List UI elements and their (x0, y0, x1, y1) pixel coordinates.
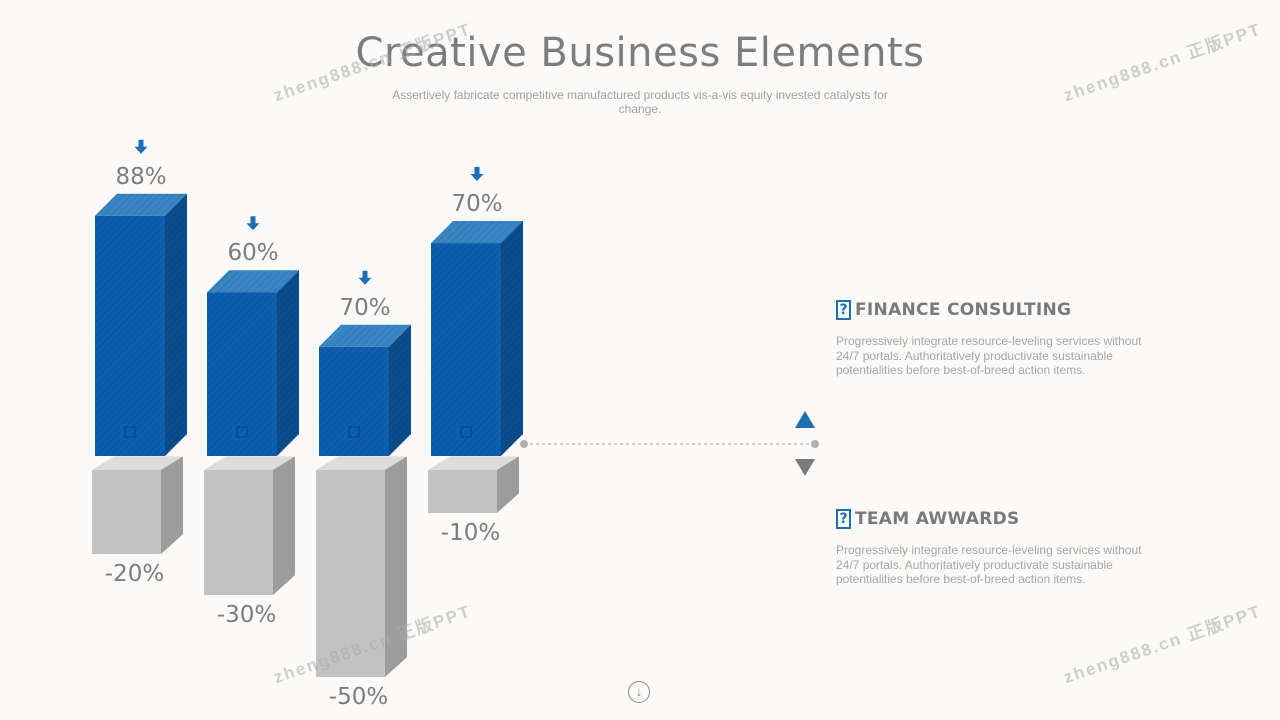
positive-value-label: 70% (339, 295, 390, 321)
negative-value-label: -50% (329, 684, 388, 710)
team-awards-block: ? TEAM AWWARDS Progressively integrate r… (836, 509, 1156, 587)
arrow-down-icon (134, 139, 148, 154)
finance-consulting-block: ? FINANCE CONSULTING Progressively integ… (836, 300, 1156, 378)
connector-line (520, 440, 819, 448)
negative-bar-side (273, 456, 295, 595)
positive-value-label: 88% (115, 164, 166, 190)
bar-square-icon (460, 426, 472, 438)
positive-bar-top-texture (431, 221, 523, 244)
page-title: Creative Business Elements (355, 30, 925, 76)
arrow-down-icon (470, 167, 484, 182)
negative-value-label: -10% (441, 520, 500, 546)
question-icon: ? (836, 509, 851, 529)
negative-bar-top (428, 456, 519, 470)
question-icon: ? (836, 300, 851, 320)
positive-bar-texture (319, 346, 389, 456)
arrow-down-icon (246, 216, 260, 231)
positive-bar-side-texture (277, 270, 299, 456)
positive-bar-side-texture (389, 324, 411, 456)
negative-bar-side (497, 456, 519, 513)
arrow-down-icon (358, 270, 372, 285)
negative-bar-side (385, 456, 407, 677)
positive-value-label: 60% (227, 240, 278, 266)
triangle-down-icon (795, 459, 815, 476)
negative-bar-top (316, 456, 407, 470)
positive-bar-texture (431, 243, 501, 456)
negative-value-label: -20% (105, 561, 164, 587)
negative-bar (316, 470, 385, 677)
negative-bar (92, 470, 161, 554)
positive-bar-side-texture (501, 221, 523, 456)
positive-bar-texture (95, 215, 165, 456)
positive-bar-top-texture (95, 193, 187, 216)
team-awards-title: TEAM AWWARDS (855, 509, 1020, 529)
negative-bar-top (204, 456, 295, 470)
positive-value-label: 70% (451, 191, 502, 217)
negative-value-label: -30% (217, 602, 276, 628)
negative-bar-top (92, 456, 183, 470)
page-subtitle: Assertively fabricate competitive manufa… (392, 88, 888, 116)
bar-square-icon (348, 426, 360, 438)
negative-bar (428, 470, 497, 513)
negative-bar (204, 470, 273, 595)
team-awards-text: Progressively integrate resource-levelin… (836, 543, 1142, 586)
positive-bar-side-texture (165, 193, 187, 456)
finance-consulting-text: Progressively integrate resource-levelin… (836, 334, 1142, 377)
bar-square-icon (124, 426, 136, 438)
scroll-down-icon[interactable]: ↓ (628, 681, 650, 703)
negative-bar-side (161, 456, 183, 554)
triangle-up-icon (795, 411, 815, 428)
positive-bar-top-texture (319, 324, 411, 347)
positive-bar-texture (207, 292, 277, 456)
positive-bar-top-texture (207, 270, 299, 293)
bar-square-icon (236, 426, 248, 438)
finance-consulting-title: FINANCE CONSULTING (855, 300, 1072, 320)
